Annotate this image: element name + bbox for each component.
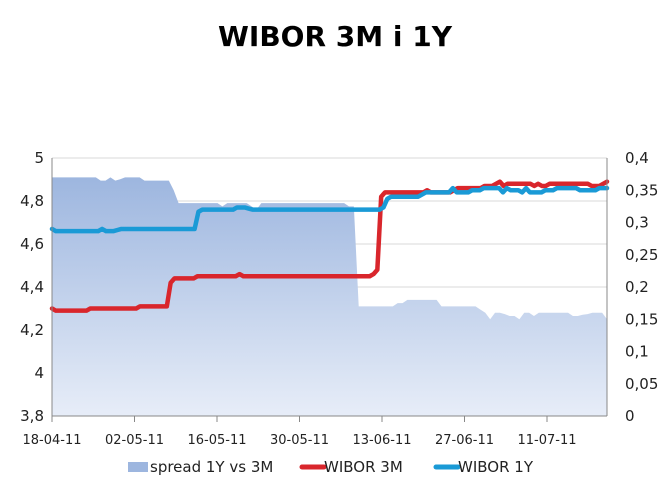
x-tick-label: 02-05-11 xyxy=(105,433,164,448)
axes: 3,8 4 4,2 4,4 4,6 4,8 5 0 0,05 0,1 0,15 0,2 0,25 0,3 0… xyxy=(20,149,658,448)
y-left-tick-label: 4,6 xyxy=(20,235,44,253)
y-left-tick-label: 4 xyxy=(34,364,44,382)
y-left-tick-label: 4,2 xyxy=(20,321,44,339)
y-right-tick-label: 0,3 xyxy=(625,214,649,232)
y-right-tick-label: 0,05 xyxy=(625,375,658,393)
y-left-tick-label: 4,8 xyxy=(20,192,44,210)
legend-swatch-spread xyxy=(128,462,148,472)
x-tick-label: 11-07-11 xyxy=(517,433,576,448)
area-layer xyxy=(52,177,607,416)
y-right-tick-label: 0,35 xyxy=(625,181,658,199)
y-right-tick-label: 0,15 xyxy=(625,310,658,328)
series-line-wibor-1y xyxy=(49,185,610,234)
x-tick-label: 27-06-11 xyxy=(435,433,494,448)
series-area-spread xyxy=(52,177,607,416)
legend-label: WIBOR 1Y xyxy=(458,458,534,476)
y-left-tick-label: 4,4 xyxy=(20,278,44,296)
y-right-tick-label: 0 xyxy=(625,407,635,425)
chart-title: WIBOR 3M i 1Y xyxy=(218,20,453,53)
legend-label: spread 1Y vs 3M xyxy=(150,458,273,476)
x-tick-label: 30-05-11 xyxy=(270,433,329,448)
legend-label: WIBOR 3M xyxy=(324,458,403,476)
series-line-wibor-3m xyxy=(49,179,610,313)
legend: spread 1Y vs 3M WIBOR 3M WIBOR 1Y xyxy=(128,458,534,476)
y-right-tick-label: 0,4 xyxy=(625,149,649,167)
x-tick-label: 16-05-11 xyxy=(187,433,246,448)
x-tick-label: 13-06-11 xyxy=(352,433,411,448)
x-tick-label: 18-04-11 xyxy=(22,433,81,448)
line-layer xyxy=(49,179,610,313)
y-right-tick-label: 0,25 xyxy=(625,246,658,264)
y-left-tick-label: 5 xyxy=(34,149,44,167)
y-left-tick-label: 3,8 xyxy=(20,407,44,425)
y-right-tick-label: 0,2 xyxy=(625,278,649,296)
y-right-tick-label: 0,1 xyxy=(625,343,649,361)
